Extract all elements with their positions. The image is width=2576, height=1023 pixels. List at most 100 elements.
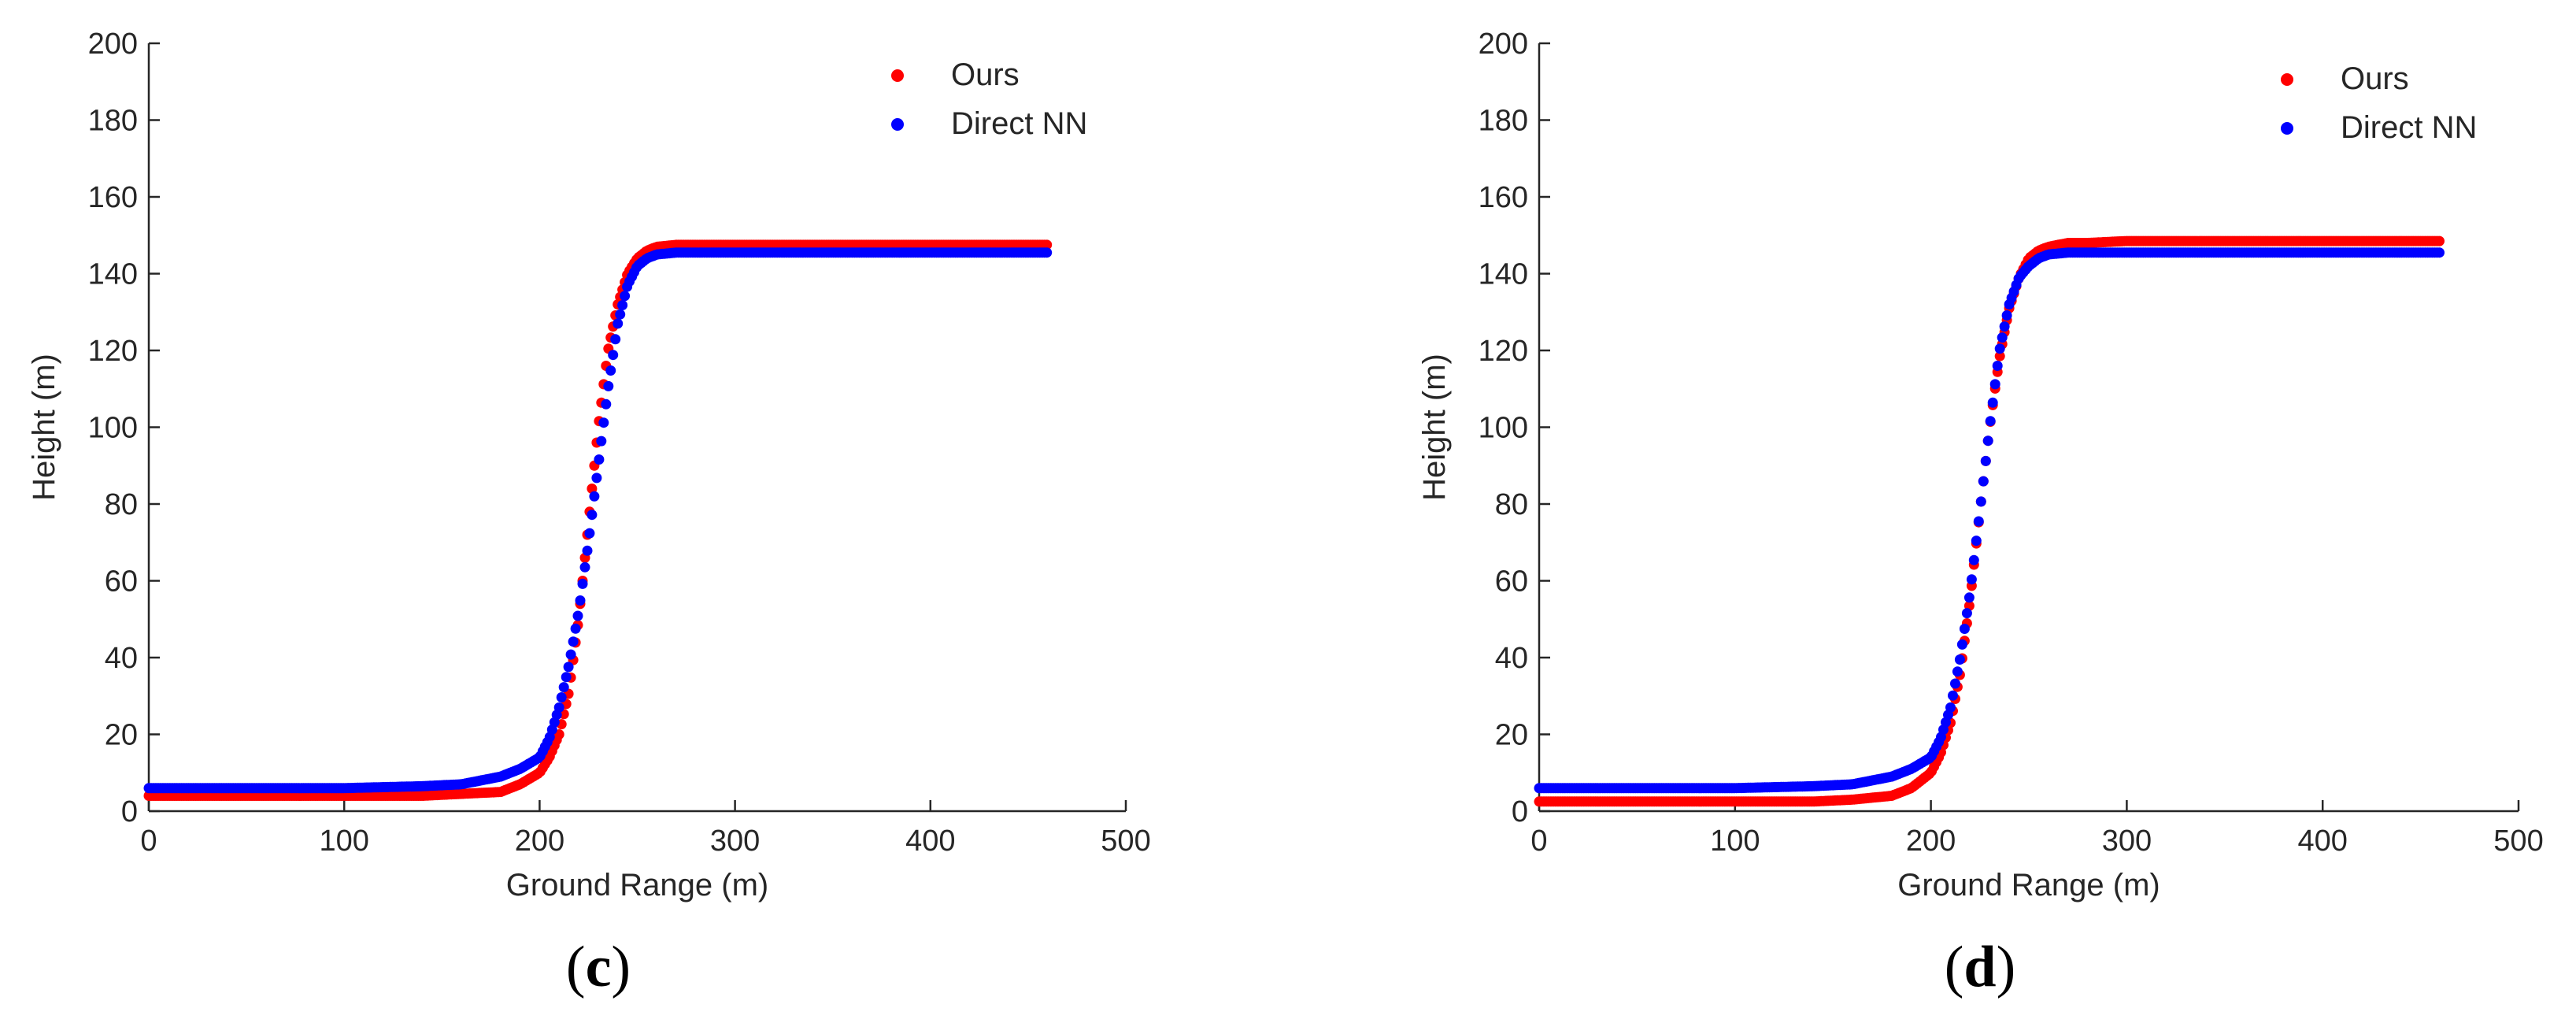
data-point: [603, 380, 614, 391]
legend-marker: [2281, 122, 2293, 135]
y-tick-label: 120: [1479, 335, 1528, 368]
legend-label: Direct NN: [951, 106, 1087, 141]
legend-marker: [2281, 73, 2293, 86]
legend: Ours Direct NN: [2281, 61, 2477, 145]
y-axis-label: Height (m): [1417, 354, 1452, 501]
legend-label: Ours: [951, 57, 1020, 92]
x-tick-label: 300: [2102, 825, 2152, 858]
data-point: [1952, 666, 1963, 677]
x-tick-label: 200: [515, 825, 564, 858]
y-tick-label: 20: [105, 719, 138, 752]
x-tick-label: 0: [1530, 825, 1547, 858]
y-tick-label: 40: [105, 642, 138, 675]
y-tick-label: 20: [1495, 719, 1528, 752]
data-point: [1997, 332, 2008, 343]
series-direct-nn: [143, 247, 1053, 794]
data-point: [1975, 496, 1986, 507]
data-point: [568, 636, 579, 647]
data-point: [615, 309, 626, 320]
data-point: [620, 291, 631, 302]
data-point: [1971, 536, 1982, 547]
series-ours: [1534, 235, 2445, 807]
data-point: [558, 682, 569, 693]
panel-label-letter: d: [1963, 935, 1996, 999]
data-point: [565, 649, 576, 660]
legend-label: Direct NN: [2341, 110, 2477, 145]
y-tick-label: 200: [88, 28, 138, 61]
data-point: [1950, 678, 1960, 689]
y-tick-label: 80: [1495, 488, 1528, 521]
x-tick-label: 400: [905, 825, 955, 858]
y-tick-label: 180: [88, 105, 138, 138]
x-axis-label: Ground Range (m): [506, 868, 768, 903]
y-tick-label: 120: [88, 335, 138, 368]
y-tick-label: 200: [1479, 28, 1528, 61]
panel-label-open: (: [1945, 935, 1964, 999]
y-tick-label: 100: [88, 412, 138, 445]
data-point: [575, 595, 586, 606]
data-point: [1973, 516, 1984, 527]
chart-panel-c: 0 100 200 300 400 500 0 20 40 60 80 100 120 140 160 180…: [27, 28, 1151, 999]
data-point: [563, 662, 574, 673]
data-point: [1968, 554, 1979, 565]
panel-label-close: ): [611, 935, 631, 999]
y-tick-label: 0: [121, 795, 138, 828]
data-point: [1982, 436, 1993, 447]
y-tick-label: 60: [105, 565, 138, 599]
x-tick-label: 100: [1710, 825, 1760, 858]
x-tick-label: 0: [140, 825, 157, 858]
y-tick-label: 0: [1512, 795, 1528, 828]
data-point: [1985, 416, 1996, 427]
y-axis-label: Height (m): [27, 354, 61, 501]
data-point: [2434, 247, 2445, 258]
data-point: [2001, 310, 2012, 321]
data-point: [1978, 476, 1989, 487]
data-point: [601, 398, 612, 410]
data-point: [561, 672, 572, 683]
data-point: [572, 610, 583, 621]
data-point: [1966, 574, 1977, 585]
data-point: [1948, 690, 1958, 701]
data-point: [1994, 343, 2005, 354]
data-point: [608, 350, 619, 361]
data-point: [1042, 247, 1053, 258]
data-point: [610, 334, 621, 345]
data-point: [1945, 702, 1956, 713]
data-point: [1989, 379, 2000, 390]
data-point: [1994, 350, 2005, 361]
data-point: [1963, 592, 1975, 603]
data-point: [1961, 608, 1972, 619]
y-tick-label: 40: [1495, 642, 1528, 675]
y-tick-label: 160: [1479, 181, 1528, 214]
x-tick-label: 500: [1101, 825, 1150, 858]
data-point: [589, 491, 600, 502]
y-tick-label: 140: [88, 258, 138, 291]
data-point: [1980, 455, 1991, 466]
y-tick-label: 100: [1479, 412, 1528, 445]
panel-label: (d): [1945, 935, 2015, 999]
data-point: [1042, 239, 1053, 250]
data-point: [582, 545, 593, 556]
data-point: [596, 436, 607, 447]
data-point: [617, 300, 628, 310]
panel-label-close: ): [1997, 935, 2016, 999]
data-point: [1999, 321, 2010, 332]
data-point: [584, 528, 595, 539]
data-point: [587, 484, 598, 494]
x-axis-label: Ground Range (m): [1897, 868, 2160, 903]
data-point: [577, 578, 588, 589]
x-tick-label: 100: [319, 825, 368, 858]
y-tick-label: 140: [1479, 258, 1528, 291]
data-point: [1959, 624, 1970, 634]
data-point: [1956, 639, 1967, 650]
data-point: [1987, 397, 1998, 408]
series-ours: [143, 239, 1053, 801]
series-direct-nn: [1534, 247, 2445, 794]
x-tick-label: 500: [2493, 825, 2543, 858]
panel-label-letter: c: [586, 935, 612, 999]
data-point: [570, 623, 581, 634]
data-point: [1954, 654, 1965, 665]
data-point: [2434, 235, 2445, 246]
data-point: [598, 417, 609, 428]
